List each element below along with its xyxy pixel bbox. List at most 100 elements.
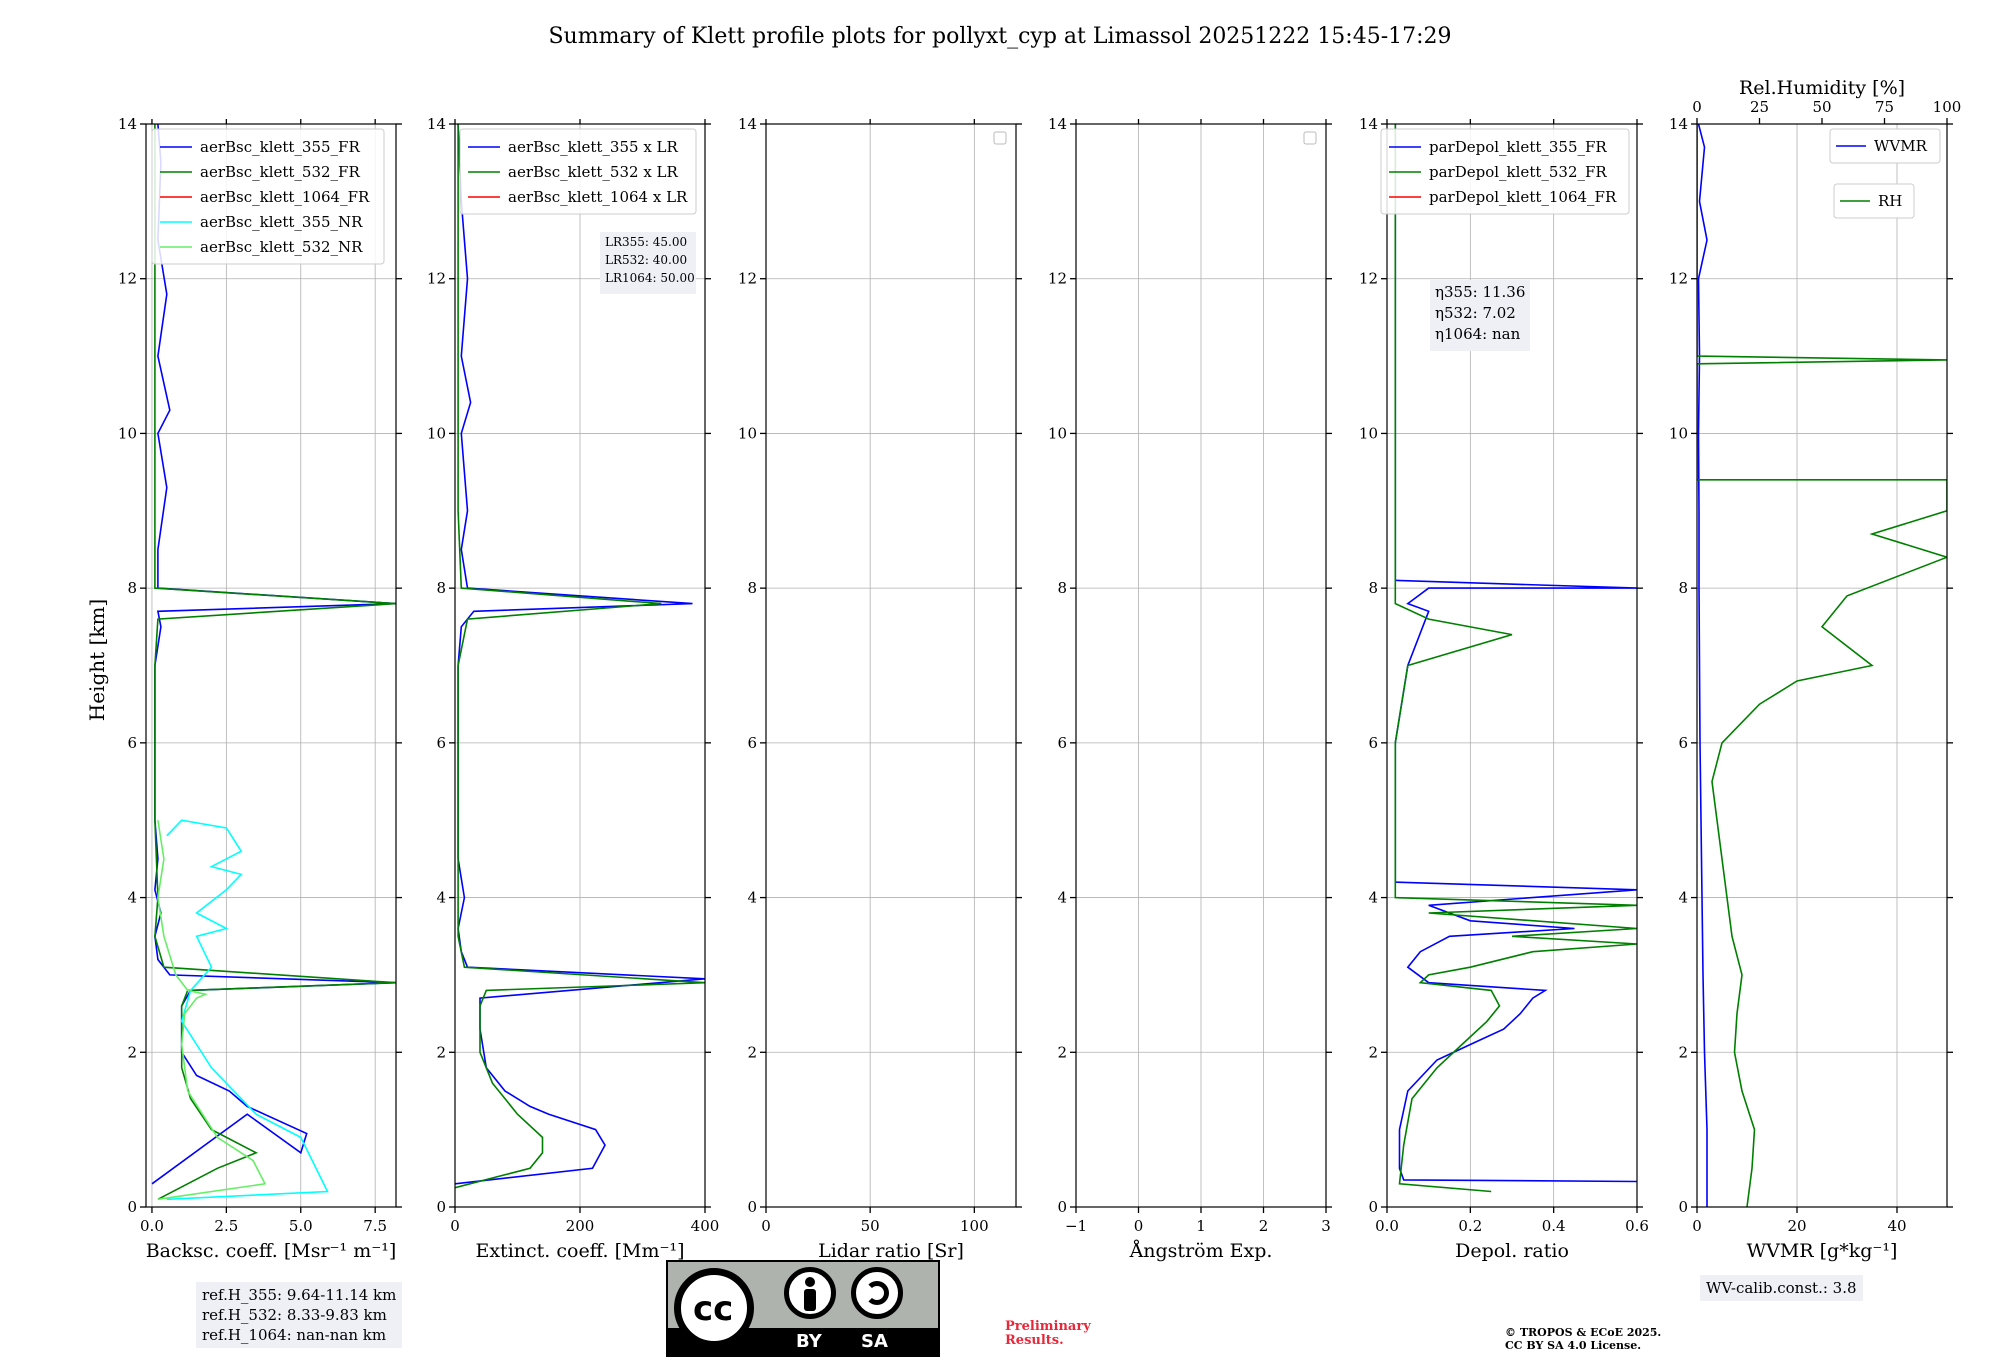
series-line-aerBsc_klett_532_FR — [154, 124, 396, 1201]
y-tick-label: 0 — [436, 1198, 446, 1216]
y-tick-label: 2 — [436, 1043, 446, 1061]
y-tick-label: 12 — [1669, 270, 1688, 288]
empty-legend-box — [993, 131, 1007, 145]
y-tick-label: 8 — [1057, 579, 1067, 597]
y-tick-label: 0 — [127, 1198, 137, 1216]
y-tick-label: 4 — [127, 889, 137, 907]
copyright-note: © TROPOS & ECoE 2025. CC BY SA 4.0 Licen… — [1505, 1326, 1661, 1352]
series-line-aerBsc_klett_532 x LR — [455, 124, 705, 1189]
top-x-tick-label: 75 — [1875, 98, 1894, 116]
ref-height-355: ref.H_355: 9.64-11.14 km — [202, 1286, 397, 1304]
y-tick-label: 14 — [1048, 115, 1067, 133]
license-by-label: BY — [796, 1331, 822, 1352]
y-tick-label: 14 — [118, 115, 137, 133]
y-tick-label: 12 — [1359, 270, 1378, 288]
x-tick-label: 400 — [691, 1217, 720, 1235]
preliminary-note: Preliminary Results. — [1005, 1320, 1091, 1348]
y-tick-label: 10 — [427, 424, 446, 442]
y-tick-label: 4 — [1057, 889, 1067, 907]
attribution-person-icon — [784, 1267, 836, 1319]
legend-label: aerBsc_klett_355_NR — [200, 213, 363, 231]
copyright-line-2: CC BY SA 4.0 License. — [1505, 1339, 1642, 1352]
annotation-label: η532: 7.02 — [1435, 304, 1516, 322]
x-tick-label: 0.6 — [1625, 1217, 1649, 1235]
x-tick-label: −1 — [1065, 1217, 1087, 1235]
panel-backscatter: 0 2 4 6 8 10 12 14 0.0 2.5 5.0 7.5 Backsc. coeff. [M… — [118, 115, 402, 1262]
legend-box — [151, 128, 385, 265]
legend-label: parDepol_klett_532_FR — [1429, 163, 1607, 181]
y-tick-label: 12 — [738, 270, 757, 288]
x-axis-label: Ångström Exp. — [1129, 1240, 1273, 1262]
y-tick-label: 14 — [738, 115, 757, 133]
series-line-aerBsc_klett_355_NR — [166, 819, 329, 1201]
cc-logo-text: cc — [693, 1289, 734, 1329]
legend-box — [1833, 183, 1915, 219]
y-tick-label: 8 — [747, 579, 757, 597]
top-x-tick-label: 50 — [1812, 98, 1831, 116]
license-sa-label: SA — [861, 1331, 888, 1352]
x-tick-label: 3 — [1321, 1217, 1331, 1235]
x-tick-label: 5.0 — [289, 1217, 313, 1235]
legend-label: aerBsc_klett_532 x LR — [508, 163, 679, 181]
x-tick-label: 0 — [1134, 1217, 1144, 1235]
x-axis-label: Extinct. coeff. [Mm⁻¹] — [475, 1240, 684, 1262]
y-tick-label: 4 — [436, 889, 446, 907]
y-tick-label: 4 — [1368, 889, 1378, 907]
top-x-tick-label: 100 — [1933, 98, 1962, 116]
y-tick-label: 0 — [1057, 1198, 1067, 1216]
x-axis-label: Depol. ratio — [1455, 1240, 1569, 1262]
x-tick-label: 200 — [566, 1217, 595, 1235]
x-tick-label: 1 — [1196, 1217, 1206, 1235]
y-tick-label: 14 — [427, 115, 446, 133]
empty-legend-box — [1303, 131, 1317, 145]
y-tick-label: 4 — [747, 889, 757, 907]
wv-calib-box: WV-calib.const.: 3.8 — [1700, 1275, 1863, 1301]
y-tick-label: 6 — [1678, 734, 1688, 752]
top-x-tick-label: 25 — [1750, 98, 1769, 116]
legend-label: aerBsc_klett_355_FR — [200, 138, 360, 156]
x-tick-label: 40 — [1887, 1217, 1906, 1235]
series-line-WVMR — [1697, 124, 1708, 1207]
annotation-label: η355: 11.36 — [1435, 283, 1525, 301]
legend-label: RH — [1878, 192, 1902, 210]
copyright-line-1: © TROPOS & ECoE 2025. — [1505, 1326, 1662, 1339]
y-tick-label: 10 — [1669, 424, 1688, 442]
y-tick-label: 10 — [118, 424, 137, 442]
x-axis-label: WVMR [g*kg⁻¹] — [1747, 1240, 1898, 1262]
y-tick-label: 0 — [1368, 1198, 1378, 1216]
legend-box — [1380, 128, 1630, 215]
y-tick-label: 0 — [747, 1198, 757, 1216]
y-tick-label: 2 — [127, 1043, 137, 1061]
y-tick-label: 2 — [747, 1043, 757, 1061]
series-line-parDepol_klett_532_FR — [1394, 124, 1637, 1193]
share-alike-icon — [851, 1267, 903, 1319]
y-tick-label: 6 — [436, 734, 446, 752]
person-head — [805, 1277, 815, 1287]
ref-height-532: ref.H_532: 8.33-9.83 km — [202, 1306, 387, 1324]
x-tick-label: 0.0 — [1375, 1217, 1399, 1235]
top-x-tick-label: 0 — [1692, 98, 1702, 116]
annotation-box — [600, 232, 696, 294]
series-line-aerBsc_klett_355_FR — [151, 124, 396, 1185]
legend-label: aerBsc_klett_1064 x LR — [508, 188, 688, 206]
annotation-label: LR355: 45.00 — [605, 235, 687, 249]
x-tick-label: 0 — [761, 1217, 771, 1235]
y-tick-label: 12 — [427, 270, 446, 288]
panel-extinction: 0 2 4 6 8 10 12 14 0 200 400 Extinct. coeff. [Mm⁻¹]… — [427, 115, 719, 1262]
annotation-label: LR1064: 50.00 — [605, 271, 695, 285]
wv-calib-text: WV-calib.const.: 3.8 — [1706, 1279, 1857, 1297]
y-tick-label: 2 — [1678, 1043, 1688, 1061]
top-x-axis-label: Rel.Humidity [%] — [1739, 77, 1905, 99]
y-tick-label: 6 — [127, 734, 137, 752]
x-tick-label: 2.5 — [214, 1217, 238, 1235]
y-tick-label: 6 — [747, 734, 757, 752]
cc-license-badge: cc BY SA — [666, 1260, 940, 1357]
x-tick-label: 2 — [1259, 1217, 1269, 1235]
x-tick-label: 0.2 — [1458, 1217, 1482, 1235]
annotation-label: η1064: nan — [1435, 325, 1521, 343]
ref-heights-box: ref.H_355: 9.64-11.14 km ref.H_532: 8.33… — [196, 1282, 403, 1348]
annotation-label: LR532: 40.00 — [605, 253, 687, 267]
axes-frame — [765, 123, 1017, 1208]
